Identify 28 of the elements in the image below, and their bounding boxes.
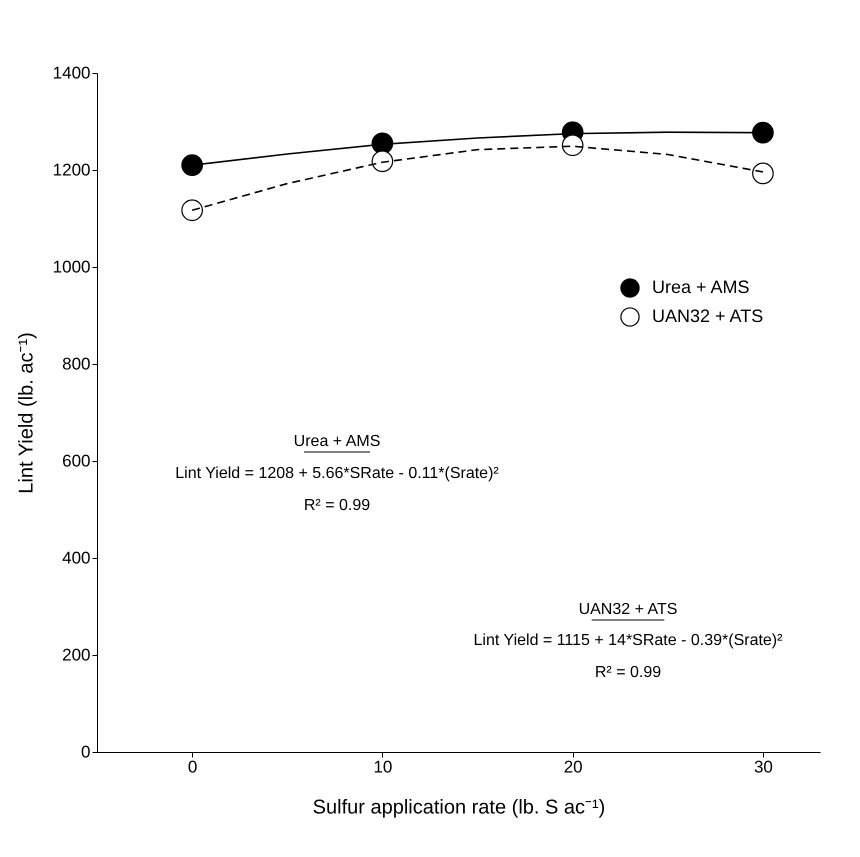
y-tick-label: 400: [62, 548, 90, 568]
y-tick-label: 200: [62, 646, 90, 664]
point: [372, 150, 394, 172]
annotation: UAN32 + ATS: [578, 601, 678, 618]
x-tick-label: 30: [754, 758, 773, 776]
point: [181, 154, 203, 176]
point: [752, 162, 774, 184]
x-tick-label: 10: [373, 758, 392, 776]
y-tick-label: 1200: [52, 160, 90, 180]
x-axis-title: Sulfur application rate (lb. S ac⁻¹): [312, 796, 606, 818]
y-tick-label: 600: [62, 452, 90, 470]
legend-label: UAN32 + ATS: [652, 306, 764, 326]
annotation: R² = 0.99: [304, 497, 370, 514]
y-axis-title: Lint Yield (lb. ac⁻¹): [16, 332, 38, 494]
legend-label: Urea + AMS: [652, 277, 750, 297]
annotation: R² = 0.99: [594, 664, 662, 681]
annotation: Lint Yield = 1115 + 14*SRate - 0.39*(Srate)²: [474, 632, 784, 649]
x-tick-label: 20: [564, 758, 583, 776]
point: [562, 134, 584, 156]
y-tick-label: 1000: [52, 258, 90, 276]
annotation: Lint Yield = 1208 + 5.66*SRate - 0.11*(Srate)²: [175, 465, 500, 482]
point: [752, 122, 774, 144]
point: [181, 199, 203, 222]
x-tick-label: 0: [188, 758, 198, 776]
y-tick-label: 800: [62, 354, 90, 374]
y-tick-label: 0: [81, 742, 90, 762]
y-tick-label: 1400: [52, 64, 90, 82]
annotation: Urea + AMS: [294, 433, 380, 450]
